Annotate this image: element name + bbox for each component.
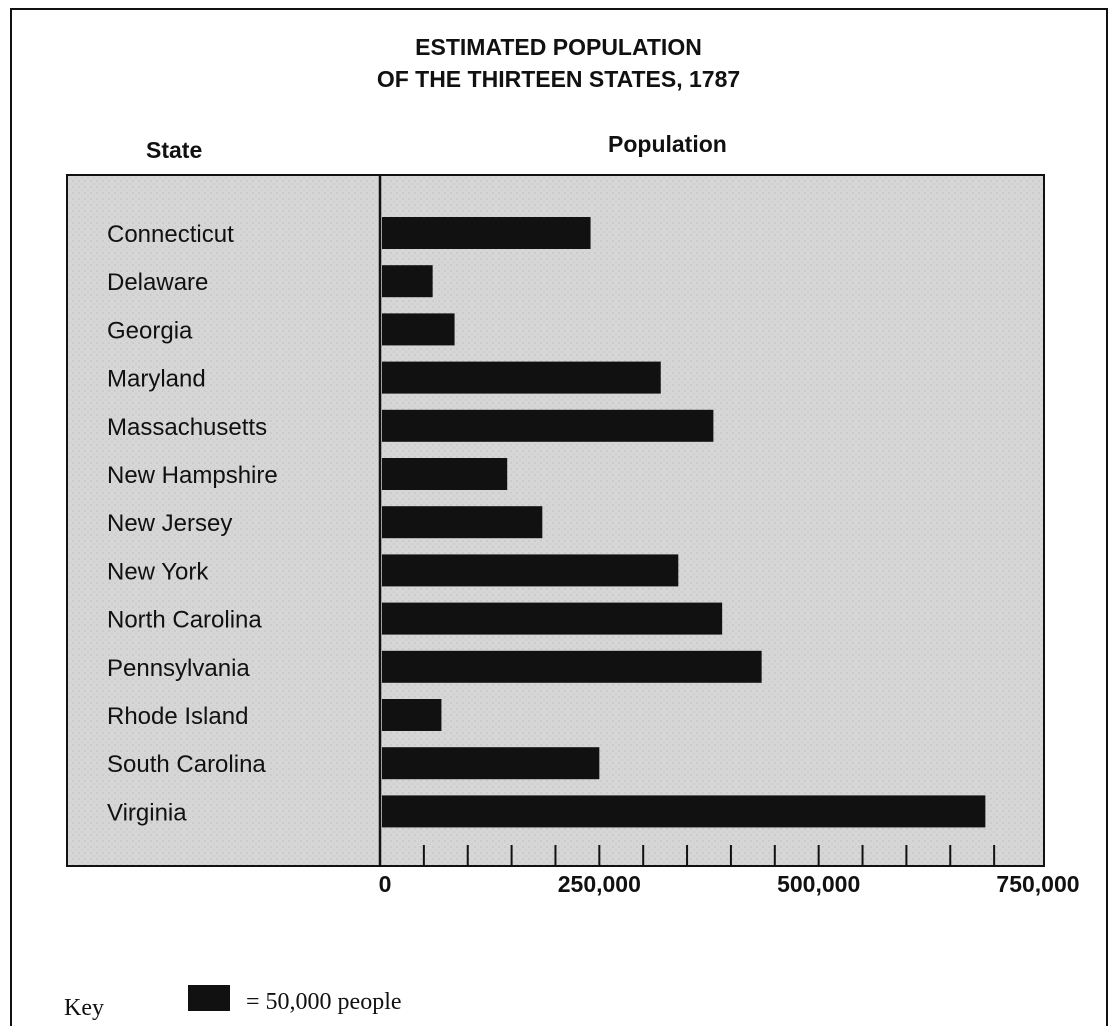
figure-frame — [10, 8, 1108, 1026]
bar-south-carolina — [382, 747, 600, 780]
bar-new-hampshire — [382, 458, 508, 490]
category-label: South Carolina — [107, 751, 266, 778]
bar-delaware — [382, 265, 433, 298]
bar-rhode-island — [382, 699, 442, 731]
category-label: Connecticut — [107, 221, 234, 248]
key-text: = 50,000 people — [246, 989, 402, 1015]
category-label: Maryland — [107, 366, 206, 393]
x-axis-title: Population — [608, 131, 727, 157]
bar-new-york — [382, 554, 679, 587]
category-label: New Hampshire — [107, 462, 278, 489]
category-label: Rhode Island — [107, 703, 248, 730]
category-label: New Jersey — [107, 510, 232, 537]
key-swatch — [188, 985, 230, 1011]
y-axis-title: State — [146, 137, 203, 163]
category-label: New York — [107, 558, 209, 585]
bar-georgia — [382, 313, 455, 346]
x-tick-label: 250,000 — [558, 871, 641, 897]
category-label: Delaware — [107, 269, 208, 296]
bar-connecticut — [382, 217, 591, 249]
x-tick-label: 0 — [379, 871, 392, 897]
chart-title-line1: ESTIMATED POPULATION — [415, 34, 702, 60]
chart-title-line2: OF THE THIRTEEN STATES, 1787 — [376, 66, 741, 92]
bar-maryland — [382, 361, 661, 394]
category-label: North Carolina — [107, 607, 262, 634]
bar-massachusetts — [382, 409, 714, 442]
category-label: Pennsylvania — [107, 655, 250, 682]
key-label: Key — [64, 995, 104, 1021]
bar-pennsylvania — [382, 650, 762, 683]
bar-virginia — [382, 795, 986, 828]
category-label: Georgia — [107, 317, 193, 344]
category-label: Virginia — [107, 799, 187, 826]
bar-north-carolina — [382, 602, 723, 635]
x-tick-label: 500,000 — [777, 871, 860, 897]
x-tick-label: 750,000 — [996, 871, 1079, 897]
category-label: Massachusetts — [107, 414, 267, 441]
bar-new-jersey — [382, 506, 543, 539]
